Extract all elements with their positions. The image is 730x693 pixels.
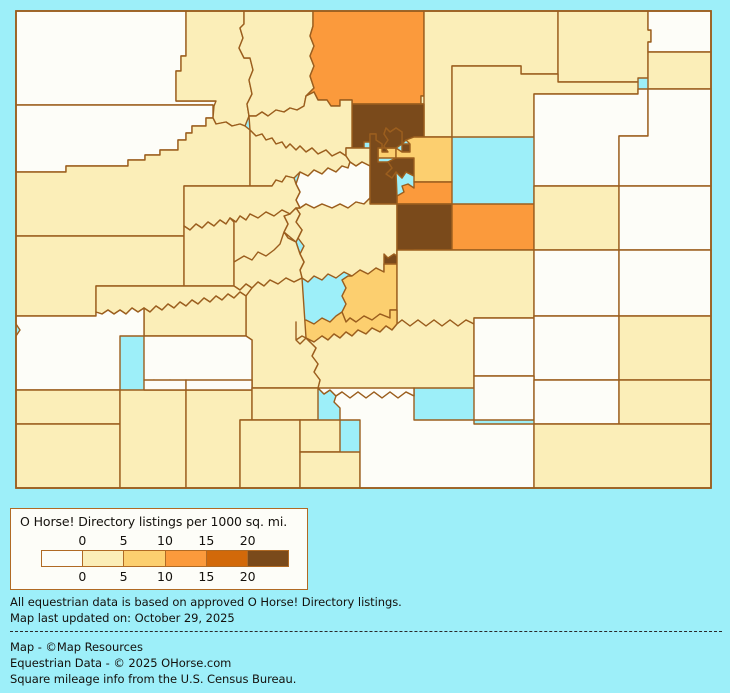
county-costilla[interactable] [299, 451, 361, 489]
county-jefferson[interactable] [369, 127, 403, 205]
legend-tick-top-20: 20 [239, 533, 256, 548]
county-phillips[interactable] [647, 51, 712, 90]
county-broomfield[interactable] [401, 143, 411, 153]
county-crowley[interactable] [473, 315, 535, 377]
footer-note-data-source: All equestrian data is based on approved… [10, 595, 402, 609]
county-arapahoe[interactable] [396, 181, 453, 205]
county-prowers-south[interactable] [618, 379, 712, 425]
colorado-county-choropleth[interactable] [0, 0, 730, 500]
county-sedgwick[interactable] [647, 10, 712, 53]
county-larimer[interactable] [305, 10, 425, 107]
legend-tick-bottom-15: 15 [198, 569, 215, 584]
county-el-paso[interactable] [396, 249, 535, 327]
map-panel [0, 0, 730, 500]
county-alamosa[interactable] [299, 419, 341, 453]
county-kiowa[interactable] [618, 249, 712, 317]
legend-swatch-5 [247, 551, 289, 566]
legend-ticks-bottom: 0 5 10 15 20 [41, 569, 289, 584]
county-rio-grande[interactable] [251, 387, 319, 421]
footer: All equestrian data is based on approved… [0, 592, 730, 693]
legend-swatch-3 [165, 551, 207, 566]
county-montezuma[interactable] [15, 423, 121, 489]
county-la-plata[interactable] [119, 389, 187, 489]
county-logan[interactable] [557, 10, 652, 83]
legend-tick-top-0: 0 [78, 533, 87, 548]
county-bent-south[interactable] [533, 379, 620, 425]
footer-credit-map: Map - ©Map Resources [10, 640, 143, 654]
legend-tick-top-10: 10 [157, 533, 173, 548]
county-prowers[interactable] [618, 315, 712, 381]
footer-divider [10, 631, 722, 632]
legend-swatch-0 [42, 551, 84, 566]
county-kit-carson[interactable] [618, 185, 712, 251]
legend-swatch-1 [83, 551, 125, 566]
legend-title: O Horse! Directory listings per 1000 sq.… [20, 514, 288, 529]
county-otero[interactable] [473, 375, 535, 421]
legend-tick-top-5: 5 [119, 533, 128, 548]
legend-box: O Horse! Directory listings per 1000 sq.… [10, 508, 308, 590]
legend-ticks-top: 0 5 10 15 20 [41, 533, 289, 548]
county-baca[interactable] [533, 423, 712, 489]
county-custer[interactable] [295, 321, 311, 345]
county-elbert[interactable] [451, 185, 535, 251]
county-mineral[interactable] [185, 379, 253, 391]
county-ouray[interactable] [143, 291, 247, 337]
legend-swatch-2 [124, 551, 166, 566]
legend-swatch-strip [41, 550, 289, 567]
county-delta[interactable] [183, 217, 235, 287]
county-park[interactable] [295, 197, 398, 283]
legend-tick-bottom-0: 0 [78, 569, 87, 584]
county-san-miguel[interactable] [15, 307, 145, 391]
legend-tick-bottom-5: 5 [119, 569, 128, 584]
legend-tick-bottom-10: 10 [157, 569, 173, 584]
county-san-juan[interactable] [143, 379, 187, 391]
footer-credit-equestrian-data: Equestrian Data - © 2025 OHorse.com [10, 656, 232, 670]
county-lincoln[interactable] [533, 185, 620, 251]
county-cheyenne[interactable] [533, 249, 620, 317]
county-dolores[interactable] [15, 389, 121, 425]
legend-tick-bottom-20: 20 [239, 569, 256, 584]
legend-tick-top-15: 15 [198, 533, 215, 548]
county-conejos[interactable] [239, 419, 301, 489]
county-bent[interactable] [533, 315, 620, 381]
state-outline-colorado [15, 10, 712, 489]
legend-swatch-4 [206, 551, 248, 566]
footer-note-last-updated: Map last updated on: October 29, 2025 [10, 611, 235, 625]
county-morgan[interactable] [451, 65, 639, 138]
footer-credit-census: Square mileage info from the U.S. Census… [10, 672, 297, 686]
